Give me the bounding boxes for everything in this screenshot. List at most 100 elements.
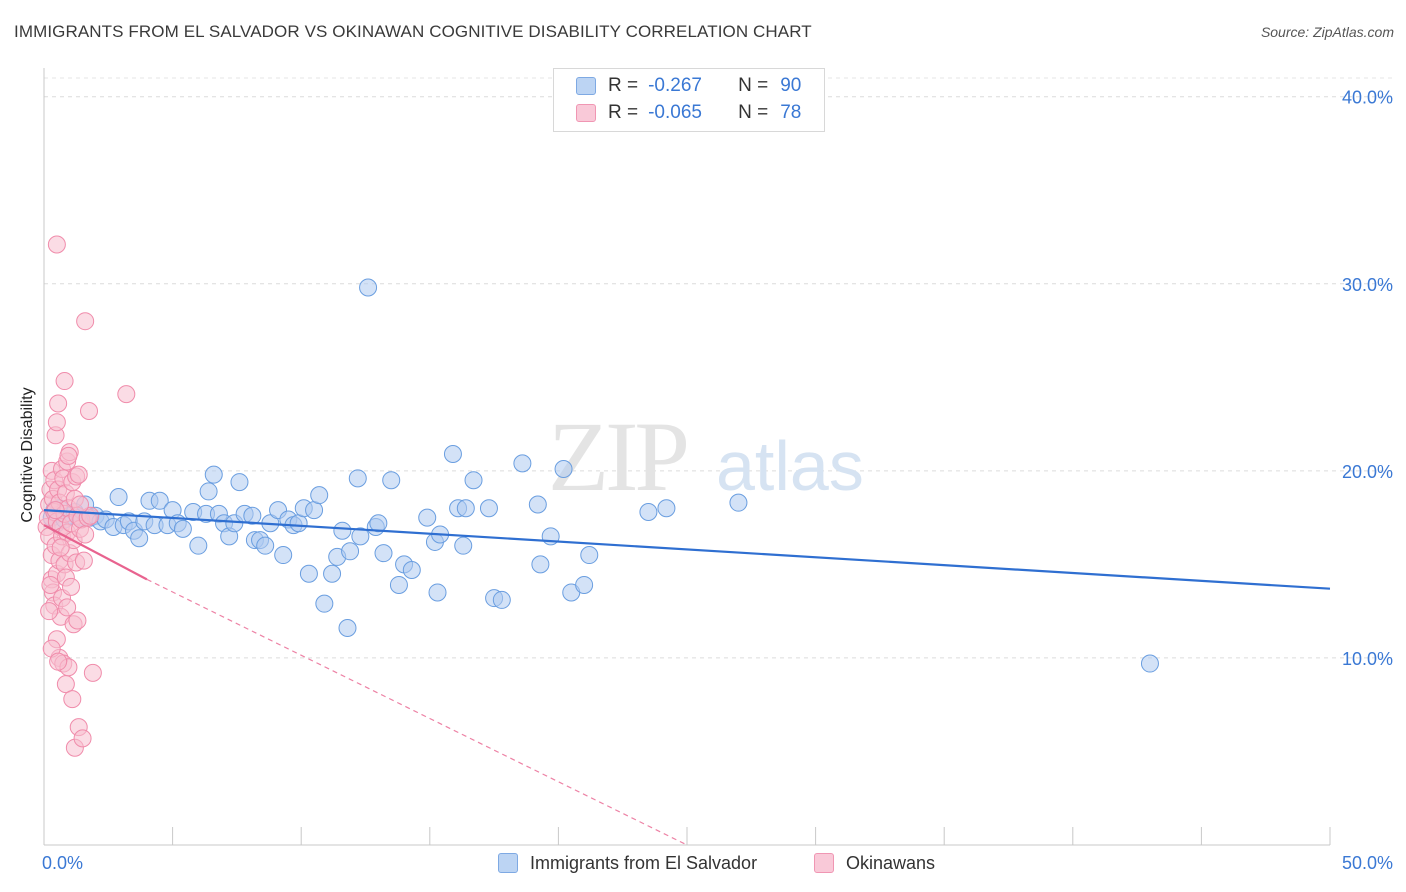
data-point xyxy=(513,454,532,473)
data-point xyxy=(41,575,60,594)
data-point xyxy=(299,564,318,583)
data-point xyxy=(374,544,393,563)
data-point xyxy=(289,514,308,533)
data-point xyxy=(69,465,88,484)
data-point xyxy=(443,445,462,464)
data-point xyxy=(389,575,408,594)
legend-r-value: -0.267 xyxy=(648,75,702,96)
data-point xyxy=(47,413,66,432)
trend-lines xyxy=(43,509,1331,846)
data-point xyxy=(729,493,748,512)
data-point xyxy=(130,529,149,548)
legend-swatch-pink xyxy=(576,104,596,122)
tick-labels: 10.0% 20.0% 30.0% 40.0% 0.0% 50.0% xyxy=(42,88,1393,873)
series-swatch-blue xyxy=(498,853,518,873)
data-point xyxy=(456,499,475,518)
trend-line-0 xyxy=(43,509,1331,590)
data-point xyxy=(418,508,437,527)
data-point xyxy=(83,663,102,682)
data-point xyxy=(59,446,78,465)
data-point xyxy=(359,278,378,297)
data-point xyxy=(199,482,218,501)
data-point xyxy=(63,690,82,709)
data-point xyxy=(189,536,208,555)
y-tick-label: 30.0% xyxy=(1342,275,1393,295)
data-point xyxy=(402,561,421,580)
trend-line-1 xyxy=(43,524,148,581)
data-point xyxy=(256,536,275,555)
legend-r-label: R = xyxy=(608,102,639,123)
data-point xyxy=(73,729,92,748)
data-point xyxy=(639,503,658,522)
series-legend-okinawans: Okinawans xyxy=(814,851,935,875)
data-point xyxy=(74,551,93,570)
data-point xyxy=(76,312,95,331)
data-point xyxy=(76,525,95,544)
data-point xyxy=(1140,654,1159,673)
chart-title: IMMIGRANTS FROM EL SALVADOR VS OKINAWAN … xyxy=(14,22,812,41)
data-point xyxy=(230,473,249,492)
legend-swatch-blue xyxy=(576,77,596,95)
data-point xyxy=(531,555,550,574)
data-point xyxy=(81,506,100,525)
y-tick-label: 10.0% xyxy=(1342,649,1393,669)
legend-row-el-salvador: R = -0.267 N = 90 xyxy=(576,74,801,98)
legend-n-label: N = xyxy=(738,102,769,123)
watermark: ZIP atlas xyxy=(548,401,864,512)
data-point xyxy=(348,469,367,488)
data-point xyxy=(341,542,360,561)
data-point xyxy=(49,394,68,413)
data-point xyxy=(49,652,68,671)
data-point xyxy=(56,675,75,694)
data-point xyxy=(657,499,676,518)
data-point xyxy=(382,471,401,490)
source-label: Source: ZipAtlas.com xyxy=(1260,24,1394,40)
data-point xyxy=(333,521,352,540)
data-point xyxy=(71,495,90,514)
data-point xyxy=(454,536,473,555)
legend-row-okinawans: R = -0.065 N = 78 xyxy=(576,101,801,125)
data-point xyxy=(323,564,342,583)
series-name-el-salvador: Immigrants from El Salvador xyxy=(530,852,758,873)
data-point xyxy=(310,486,329,505)
data-point xyxy=(204,465,223,484)
data-point xyxy=(554,459,573,478)
data-point xyxy=(575,575,594,594)
data-point xyxy=(55,372,74,391)
data-point xyxy=(528,495,547,514)
y-tick-label: 40.0% xyxy=(1342,88,1393,108)
data-point xyxy=(150,491,169,510)
x-tick-label-min: 0.0% xyxy=(42,853,83,873)
legend-r-label: R = xyxy=(608,75,639,96)
data-point xyxy=(173,519,192,538)
data-point xyxy=(464,471,483,490)
legend-r-value: -0.065 xyxy=(648,102,702,123)
watermark-atlas: atlas xyxy=(716,427,864,505)
data-point xyxy=(62,577,81,596)
data-point xyxy=(80,401,99,420)
stats-legend: R = -0.267 N = 90 R = -0.065 N = 78 xyxy=(553,68,825,132)
points-okinawans xyxy=(37,235,136,757)
y-tick-label: 20.0% xyxy=(1342,462,1393,482)
axes xyxy=(43,68,1331,846)
legend-n-label: N = xyxy=(738,75,769,96)
data-point xyxy=(351,527,370,546)
data-point xyxy=(492,590,511,609)
data-point xyxy=(58,598,77,617)
legend-n-value: 78 xyxy=(780,102,802,123)
data-point xyxy=(243,506,262,525)
data-point xyxy=(428,583,447,602)
series-swatch-pink xyxy=(814,853,834,873)
gridlines xyxy=(44,77,1395,659)
data-point xyxy=(580,546,599,565)
data-point xyxy=(117,385,136,404)
watermark-zip: ZIP xyxy=(548,401,686,512)
data-point xyxy=(47,235,66,254)
legend-n-value: 90 xyxy=(780,75,802,96)
data-point xyxy=(338,618,357,637)
series-name-okinawans: Okinawans xyxy=(846,852,936,873)
data-point xyxy=(40,602,59,621)
data-point xyxy=(315,594,334,613)
data-point xyxy=(109,488,128,507)
